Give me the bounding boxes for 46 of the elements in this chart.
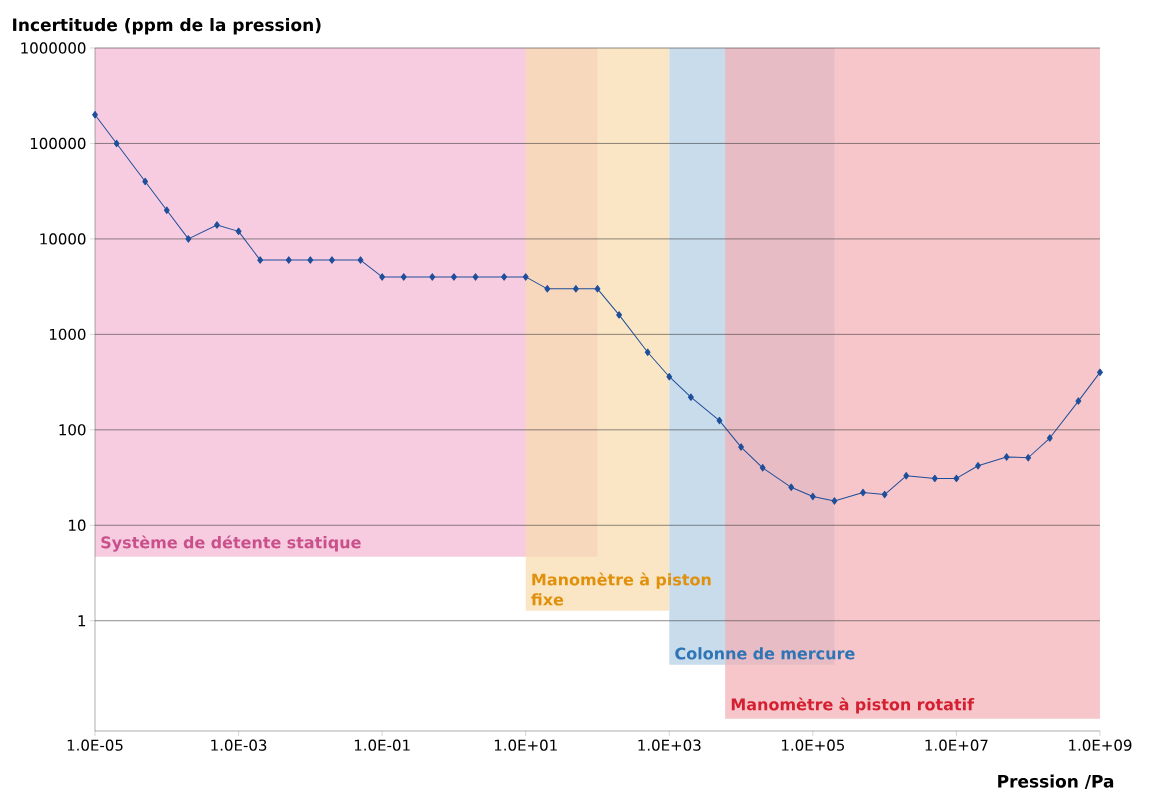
- x-tick-label: 1.0E+09: [1069, 739, 1132, 751]
- y-tick-label: 1000: [49, 328, 86, 341]
- point: [307, 256, 314, 264]
- point: [163, 206, 170, 214]
- point: [1003, 453, 1010, 461]
- x-tick-label: 1.0E-01: [354, 739, 410, 751]
- x-axis-title: Pression /Pa: [998, 774, 1114, 790]
- point: [92, 111, 98, 119]
- point: [572, 285, 579, 293]
- point: [329, 256, 335, 264]
- x-tick-label: 1.0E+01: [494, 739, 557, 751]
- point: [666, 373, 673, 381]
- point: [113, 139, 120, 148]
- point: [594, 285, 601, 293]
- x-tick-label: 1.0E-05: [67, 739, 123, 751]
- band-label: Colonne de mercure: [675, 647, 855, 660]
- band-label: Manomètre à piston rotatif: [731, 697, 975, 714]
- x-tick-label: 1.0E+05: [782, 739, 845, 751]
- point: [644, 348, 651, 356]
- x-tick-label: 1.0E-03: [211, 739, 267, 751]
- point: [451, 273, 457, 281]
- point: [881, 490, 888, 499]
- band-label: Manomètre à piston fixe: [531, 572, 711, 606]
- point: [379, 273, 386, 281]
- x-tick-label: 1.0E+07: [925, 739, 988, 751]
- point: [185, 235, 192, 243]
- point: [257, 256, 264, 264]
- point: [931, 474, 938, 483]
- y-tick-label: 1000000: [21, 42, 86, 54]
- x-tick-label: 1.0E+03: [638, 739, 701, 751]
- point: [788, 483, 795, 491]
- point: [738, 443, 744, 451]
- y-tick-label: 10000: [40, 233, 86, 245]
- point: [522, 273, 529, 281]
- point: [809, 492, 816, 501]
- point: [1025, 454, 1032, 462]
- point: [953, 474, 960, 483]
- point: [235, 227, 242, 236]
- point: [716, 416, 723, 425]
- y-tick-label: 10: [69, 519, 86, 531]
- y-axis-title: Incertitude (ppm de la pression): [13, 18, 321, 35]
- band-label: Système de détente statique: [101, 535, 361, 552]
- y-tick-label: 100: [59, 424, 86, 436]
- y-tick-label: 1: [78, 615, 86, 627]
- y-tick-label: 100000: [30, 137, 86, 150]
- point: [1075, 397, 1082, 405]
